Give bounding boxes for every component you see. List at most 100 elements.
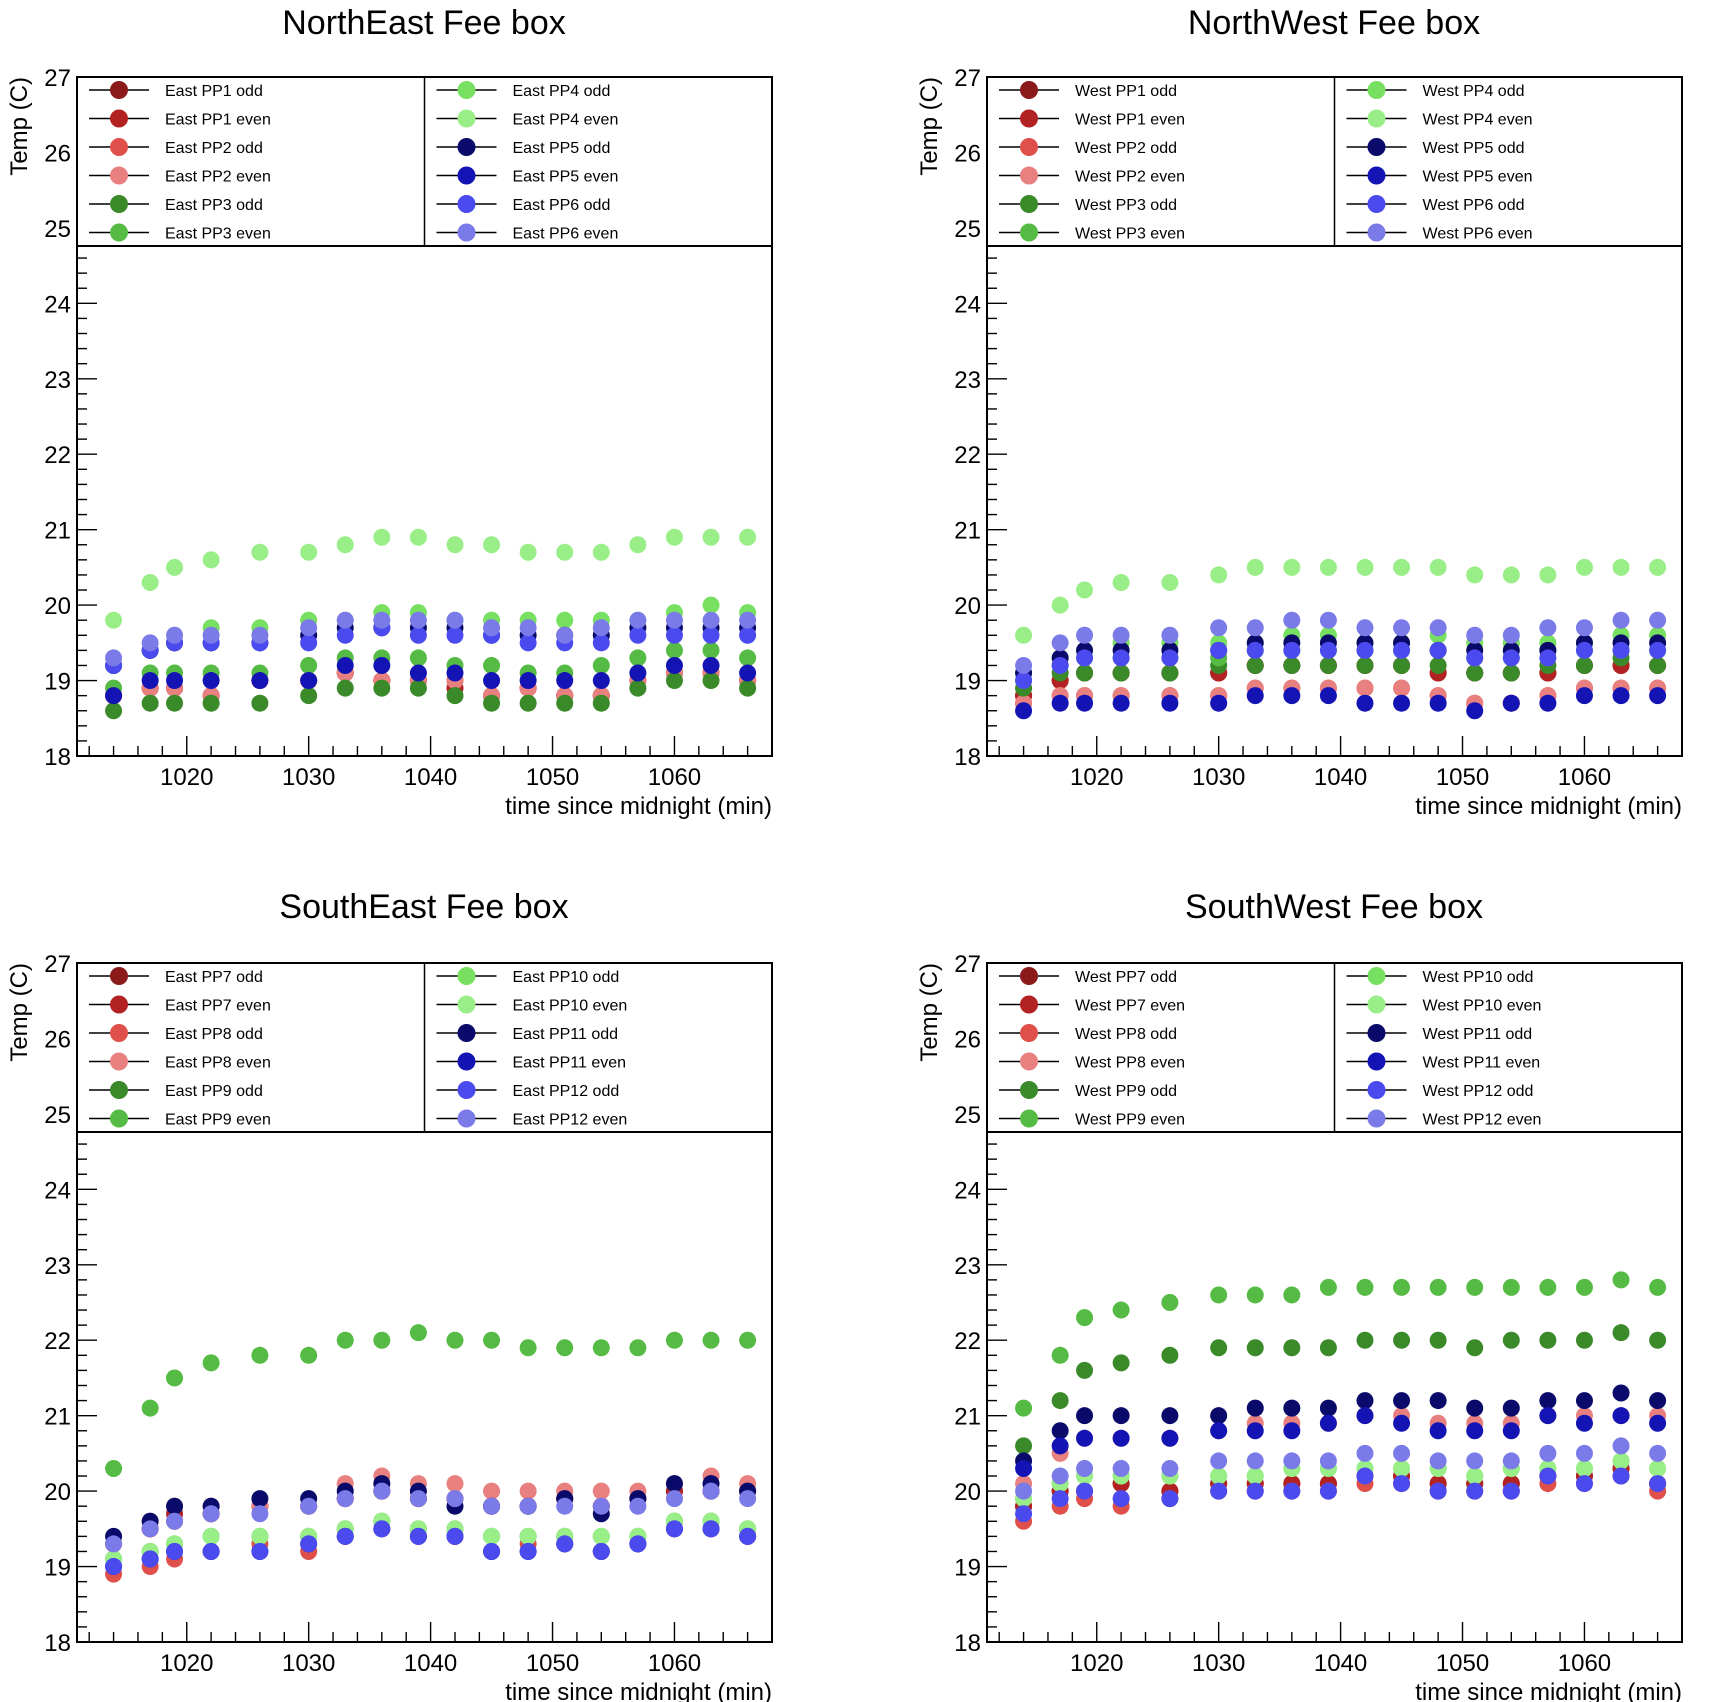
data-point bbox=[702, 641, 720, 659]
data-point bbox=[1246, 641, 1264, 659]
series-8 bbox=[1015, 558, 1667, 644]
data-point bbox=[1612, 1324, 1630, 1342]
series-2 bbox=[105, 1482, 757, 1553]
legend-label: East PP9 even bbox=[165, 1112, 271, 1129]
x-axis-label: time since midnight (min) bbox=[505, 793, 772, 820]
data-point bbox=[1112, 1459, 1130, 1477]
legend-label: East PP2 even bbox=[165, 169, 271, 186]
data-point bbox=[409, 611, 427, 629]
data-point bbox=[739, 1490, 757, 1508]
legend-marker bbox=[457, 138, 476, 156]
data-point bbox=[300, 672, 318, 690]
legend-label: East PP4 odd bbox=[513, 83, 611, 100]
legend-entry: West PP2 odd bbox=[999, 138, 1177, 157]
data-point bbox=[1161, 1407, 1179, 1425]
data-point bbox=[1575, 656, 1593, 674]
data-point bbox=[1502, 664, 1520, 682]
data-point bbox=[592, 619, 610, 637]
x-tick-label: 1060 bbox=[1558, 1650, 1611, 1677]
data-point bbox=[1429, 558, 1447, 576]
chart-title: NorthEast Fee box bbox=[282, 4, 565, 42]
legend-marker bbox=[1020, 109, 1038, 128]
data-point bbox=[1015, 1482, 1033, 1500]
data-point bbox=[1649, 641, 1667, 659]
data-point bbox=[1356, 1444, 1374, 1462]
legend-entry: East PP1 even bbox=[89, 109, 271, 129]
legend-entry: West PP11 odd bbox=[1346, 1024, 1533, 1043]
legend-entry: West PP5 even bbox=[1346, 166, 1532, 186]
data-point bbox=[592, 672, 610, 690]
legend-entry: East PP7 even bbox=[89, 995, 271, 1015]
legend-entry: East PP7 odd bbox=[89, 967, 263, 986]
data-point bbox=[1575, 641, 1593, 659]
data-point bbox=[1649, 1278, 1667, 1296]
data-point bbox=[556, 543, 574, 561]
data-point bbox=[166, 626, 184, 644]
data-point bbox=[483, 619, 501, 637]
y-tick-label: 20 bbox=[954, 593, 981, 620]
data-point bbox=[336, 536, 354, 554]
y-tick-label: 24 bbox=[954, 1177, 981, 1204]
legend-entry: East PP8 odd bbox=[89, 1024, 263, 1043]
data-point bbox=[1466, 1467, 1484, 1485]
y-tick-label: 19 bbox=[44, 669, 71, 696]
data-point bbox=[519, 672, 537, 690]
data-point bbox=[1575, 1444, 1593, 1462]
data-point bbox=[739, 679, 757, 697]
data-point bbox=[1429, 1452, 1447, 1470]
data-point bbox=[1051, 1490, 1069, 1508]
x-axis-label: time since midnight (min) bbox=[1415, 793, 1682, 820]
series-9 bbox=[105, 1475, 757, 1545]
legend-marker bbox=[110, 138, 128, 156]
data-point bbox=[1210, 566, 1228, 584]
data-point bbox=[1051, 634, 1069, 652]
legend-label: East PP5 odd bbox=[513, 140, 611, 157]
data-point bbox=[446, 1490, 464, 1508]
data-point bbox=[1161, 1490, 1179, 1508]
series-12 bbox=[105, 611, 757, 667]
series-10 bbox=[105, 656, 757, 705]
data-point bbox=[300, 543, 318, 561]
legend-marker bbox=[1020, 81, 1038, 99]
data-point bbox=[1612, 1407, 1630, 1425]
legend-entry: West PP1 odd bbox=[999, 81, 1177, 100]
legend-marker bbox=[1020, 223, 1038, 242]
data-point bbox=[1575, 558, 1593, 576]
chart-panel-1: NorthEast Fee box 18 19 20 21 22 23 24 25 26 27 102… bbox=[6, 4, 773, 820]
y-tick-label: 27 bbox=[44, 951, 71, 978]
data-point bbox=[1319, 687, 1337, 705]
data-point bbox=[1575, 619, 1593, 637]
data-point bbox=[483, 1527, 501, 1545]
series-10 bbox=[1015, 1407, 1667, 1477]
chart-title: SouthWest Fee box bbox=[1185, 888, 1483, 926]
chart-title: SouthEast Fee box bbox=[279, 888, 568, 926]
data-point bbox=[1161, 1346, 1179, 1364]
data-point bbox=[556, 672, 574, 690]
y-axis-label: Temp (C) bbox=[6, 963, 33, 1062]
data-point bbox=[1112, 649, 1130, 667]
data-point bbox=[1612, 641, 1630, 659]
data-point bbox=[141, 573, 159, 591]
data-point bbox=[1612, 558, 1630, 576]
y-tick-label: 25 bbox=[954, 1102, 981, 1129]
data-point bbox=[1076, 626, 1094, 644]
legend-label: West PP11 odd bbox=[1423, 1026, 1533, 1043]
data-point bbox=[1539, 619, 1557, 637]
legend-label: East PP8 even bbox=[165, 1055, 271, 1072]
data-point bbox=[1015, 1459, 1033, 1477]
data-point bbox=[1161, 626, 1179, 644]
data-point bbox=[409, 679, 427, 697]
legend-marker bbox=[457, 109, 476, 128]
data-point bbox=[1319, 1452, 1337, 1470]
data-point bbox=[1246, 1399, 1264, 1417]
legend-marker bbox=[1020, 967, 1038, 985]
series-1 bbox=[105, 1482, 757, 1553]
legend-entry: West PP11 even bbox=[1346, 1052, 1540, 1072]
legend-label: West PP2 even bbox=[1075, 169, 1185, 186]
series-8 bbox=[105, 1512, 757, 1568]
data-point bbox=[1466, 1422, 1484, 1440]
data-point bbox=[592, 694, 610, 712]
legend-marker bbox=[1020, 995, 1038, 1014]
data-point bbox=[1246, 558, 1264, 576]
data-point bbox=[141, 634, 159, 652]
